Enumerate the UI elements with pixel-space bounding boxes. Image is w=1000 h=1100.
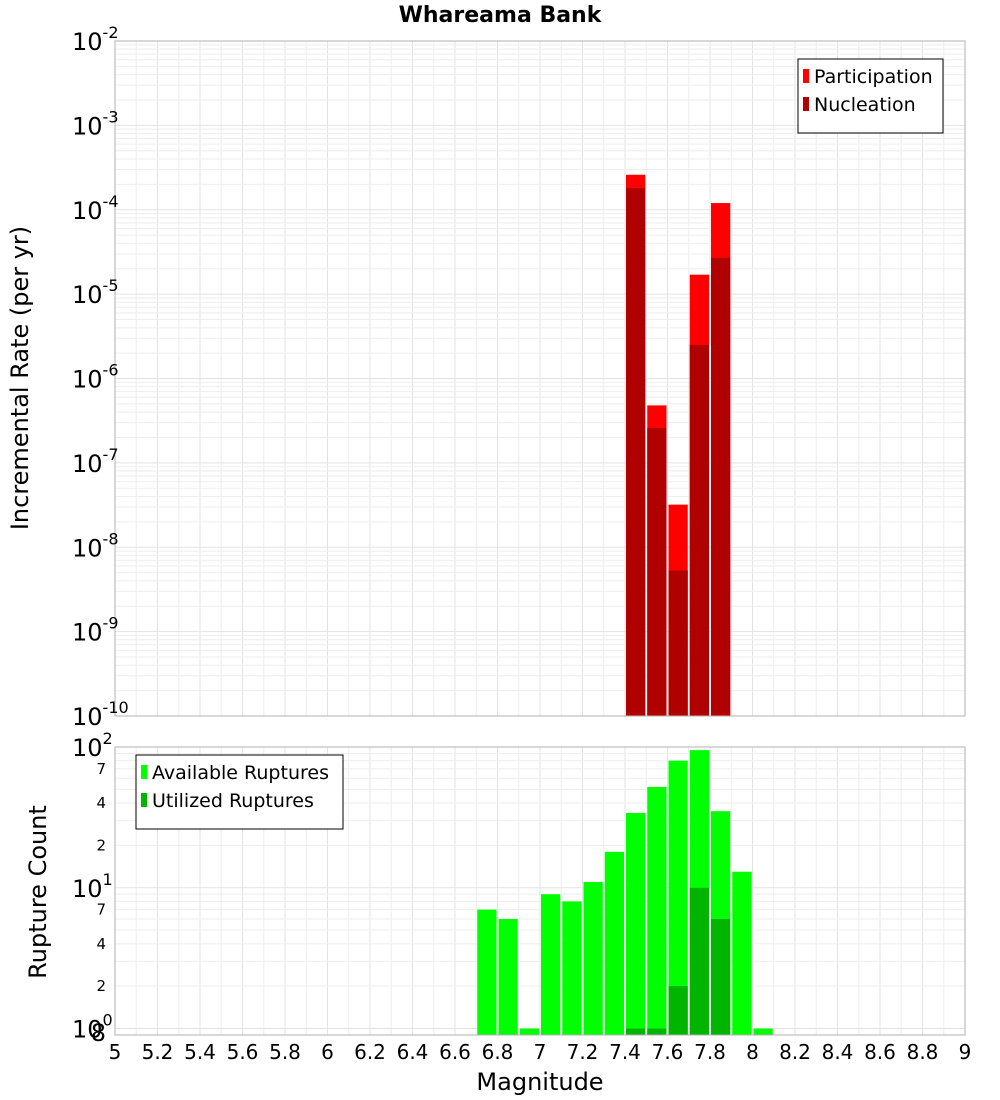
x-tick-label: 7.8 [694, 1040, 726, 1064]
legend-entry: Available Ruptures [152, 762, 329, 784]
legend-box [135, 754, 344, 830]
x-tick-label: 8 [746, 1040, 759, 1064]
bar-utilized-ruptures [647, 1028, 667, 1035]
top-legend: Participation Nucleation [797, 58, 944, 134]
bar-available-ruptures [626, 812, 646, 1035]
bar-available-ruptures [562, 901, 582, 1035]
bar-available-ruptures [541, 894, 561, 1035]
bottom-legend: Available Ruptures Utilized Ruptures [135, 754, 344, 830]
y-tick-label: 100 [72, 1011, 113, 1044]
x-tick-label: 5.8 [269, 1040, 301, 1064]
top-y-axis-label: Incremental Rate (per yr) [6, 226, 34, 530]
bar-utilized-ruptures [689, 887, 709, 1035]
y-tick-label: 10-7 [72, 445, 119, 478]
bar-available-ruptures [498, 919, 518, 1035]
x-tick-label: 8.6 [864, 1040, 896, 1064]
x-tick-labels: 5 5.2 5.4 5.6 5.8 6 6.2 6.4 6.6 6.8 7 7.2 7.4 7.6 7.8 8… [109, 1040, 972, 1064]
x-tick-label: 6.6 [439, 1040, 471, 1064]
x-tick-label: 5 [109, 1040, 122, 1064]
legend-entry: Participation [814, 66, 933, 88]
top-bars [626, 174, 731, 717]
bar-nucleation [711, 257, 731, 716]
x-tick-label: 7 [534, 1040, 547, 1064]
y-tick-label: 10-6 [72, 361, 119, 394]
bottom-bars [477, 750, 773, 1035]
bar-available-ruptures [519, 1028, 539, 1035]
legend-swatch [141, 765, 147, 779]
bar-utilized-ruptures [668, 986, 688, 1035]
y-tick-label: 10-5 [72, 276, 119, 309]
bar-nucleation [626, 188, 646, 717]
bar-available-ruptures [732, 871, 752, 1035]
x-tick-label: 6 [321, 1040, 334, 1064]
x-tick-label: 6.2 [354, 1040, 386, 1064]
bar-nucleation [668, 570, 688, 716]
y-tick-label: 101 [72, 870, 113, 903]
chart-title: Whareama Bank [399, 3, 603, 28]
legend-swatch [141, 793, 147, 807]
top-panel-rate: 10-10 10-9 10-8 10-7 10-6 10-5 10-4 10-3 10-2 In… [6, 23, 966, 731]
y-tick-label: 10-8 [72, 529, 119, 562]
bottom-y-ticks: 100 101 102 8 2 4 7 2 4 7 [72, 729, 113, 1047]
bar-available-ruptures [583, 881, 603, 1035]
bar-available-ruptures [477, 909, 497, 1035]
legend-box [797, 58, 944, 134]
bottom-panel-count: 100 101 102 8 2 4 7 2 4 7 Rupture Count Available… [24, 729, 966, 1047]
x-tick-label: 6.8 [482, 1040, 514, 1064]
y-minor-tick-label: 8 [91, 1019, 106, 1047]
bar-available-ruptures [604, 851, 624, 1035]
y-minor-tick-label: 2 [96, 836, 106, 854]
top-y-ticks: 10-10 10-9 10-8 10-7 10-6 10-5 10-4 10-3 10-2 [72, 23, 129, 731]
y-tick-label: 10-4 [72, 192, 119, 225]
x-tick-label: 5.6 [227, 1040, 259, 1064]
x-tick-label: 9 [959, 1040, 972, 1064]
top-plot-frame [114, 40, 966, 717]
bar-nucleation [647, 427, 667, 716]
y-tick-label: 10-2 [72, 23, 119, 56]
bar-nucleation [689, 344, 709, 716]
y-tick-label: 10-9 [72, 614, 119, 647]
legend-entry: Utilized Ruptures [152, 790, 314, 812]
x-tick-label: 6.4 [397, 1040, 429, 1064]
bar-available-ruptures [647, 786, 667, 1035]
top-grid [114, 40, 966, 717]
y-tick-label: 10-3 [72, 107, 119, 140]
bottom-grid [114, 746, 966, 1036]
x-tick-label: 5.2 [142, 1040, 174, 1064]
x-tick-label: 7.2 [567, 1040, 599, 1064]
y-minor-tick-label: 2 [96, 977, 106, 995]
y-tick-label: 10-10 [72, 698, 129, 731]
y-minor-tick-label: 7 [96, 901, 106, 919]
bar-available-ruptures [753, 1028, 773, 1035]
bar-available-ruptures [668, 760, 688, 1035]
x-tick-label: 8.8 [907, 1040, 939, 1064]
y-tick-label: 102 [72, 729, 113, 762]
legend-entry: Nucleation [814, 94, 916, 116]
x-tick-label: 7.4 [609, 1040, 641, 1064]
x-tick-label: 5.4 [184, 1040, 216, 1064]
x-tick-label: 8.2 [779, 1040, 811, 1064]
x-axis-label: Magnitude [476, 1068, 603, 1096]
y-minor-tick-label: 4 [96, 794, 106, 812]
bottom-y-axis-label: Rupture Count [24, 805, 52, 979]
y-minor-tick-label: 7 [96, 760, 106, 778]
legend-swatch [803, 69, 809, 83]
bar-utilized-ruptures [626, 1028, 646, 1035]
bar-utilized-ruptures [711, 919, 731, 1035]
bottom-plot-frame [114, 746, 966, 1036]
y-minor-tick-label: 4 [96, 935, 106, 953]
x-tick-label: 7.6 [652, 1040, 684, 1064]
x-tick-label: 8.4 [822, 1040, 854, 1064]
legend-swatch [803, 97, 809, 111]
